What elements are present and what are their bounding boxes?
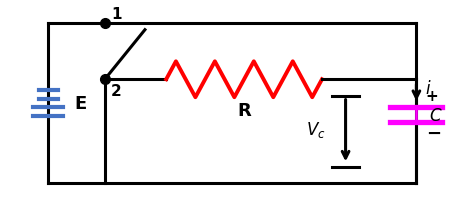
Text: R: R <box>237 101 251 119</box>
Text: C: C <box>429 106 441 124</box>
Text: −: − <box>426 124 441 142</box>
Text: 1: 1 <box>111 7 121 22</box>
Text: +: + <box>426 89 438 104</box>
Text: $V_c$: $V_c$ <box>306 119 326 139</box>
Text: 2: 2 <box>111 84 122 99</box>
Text: E: E <box>74 94 86 112</box>
Text: i: i <box>426 80 430 98</box>
